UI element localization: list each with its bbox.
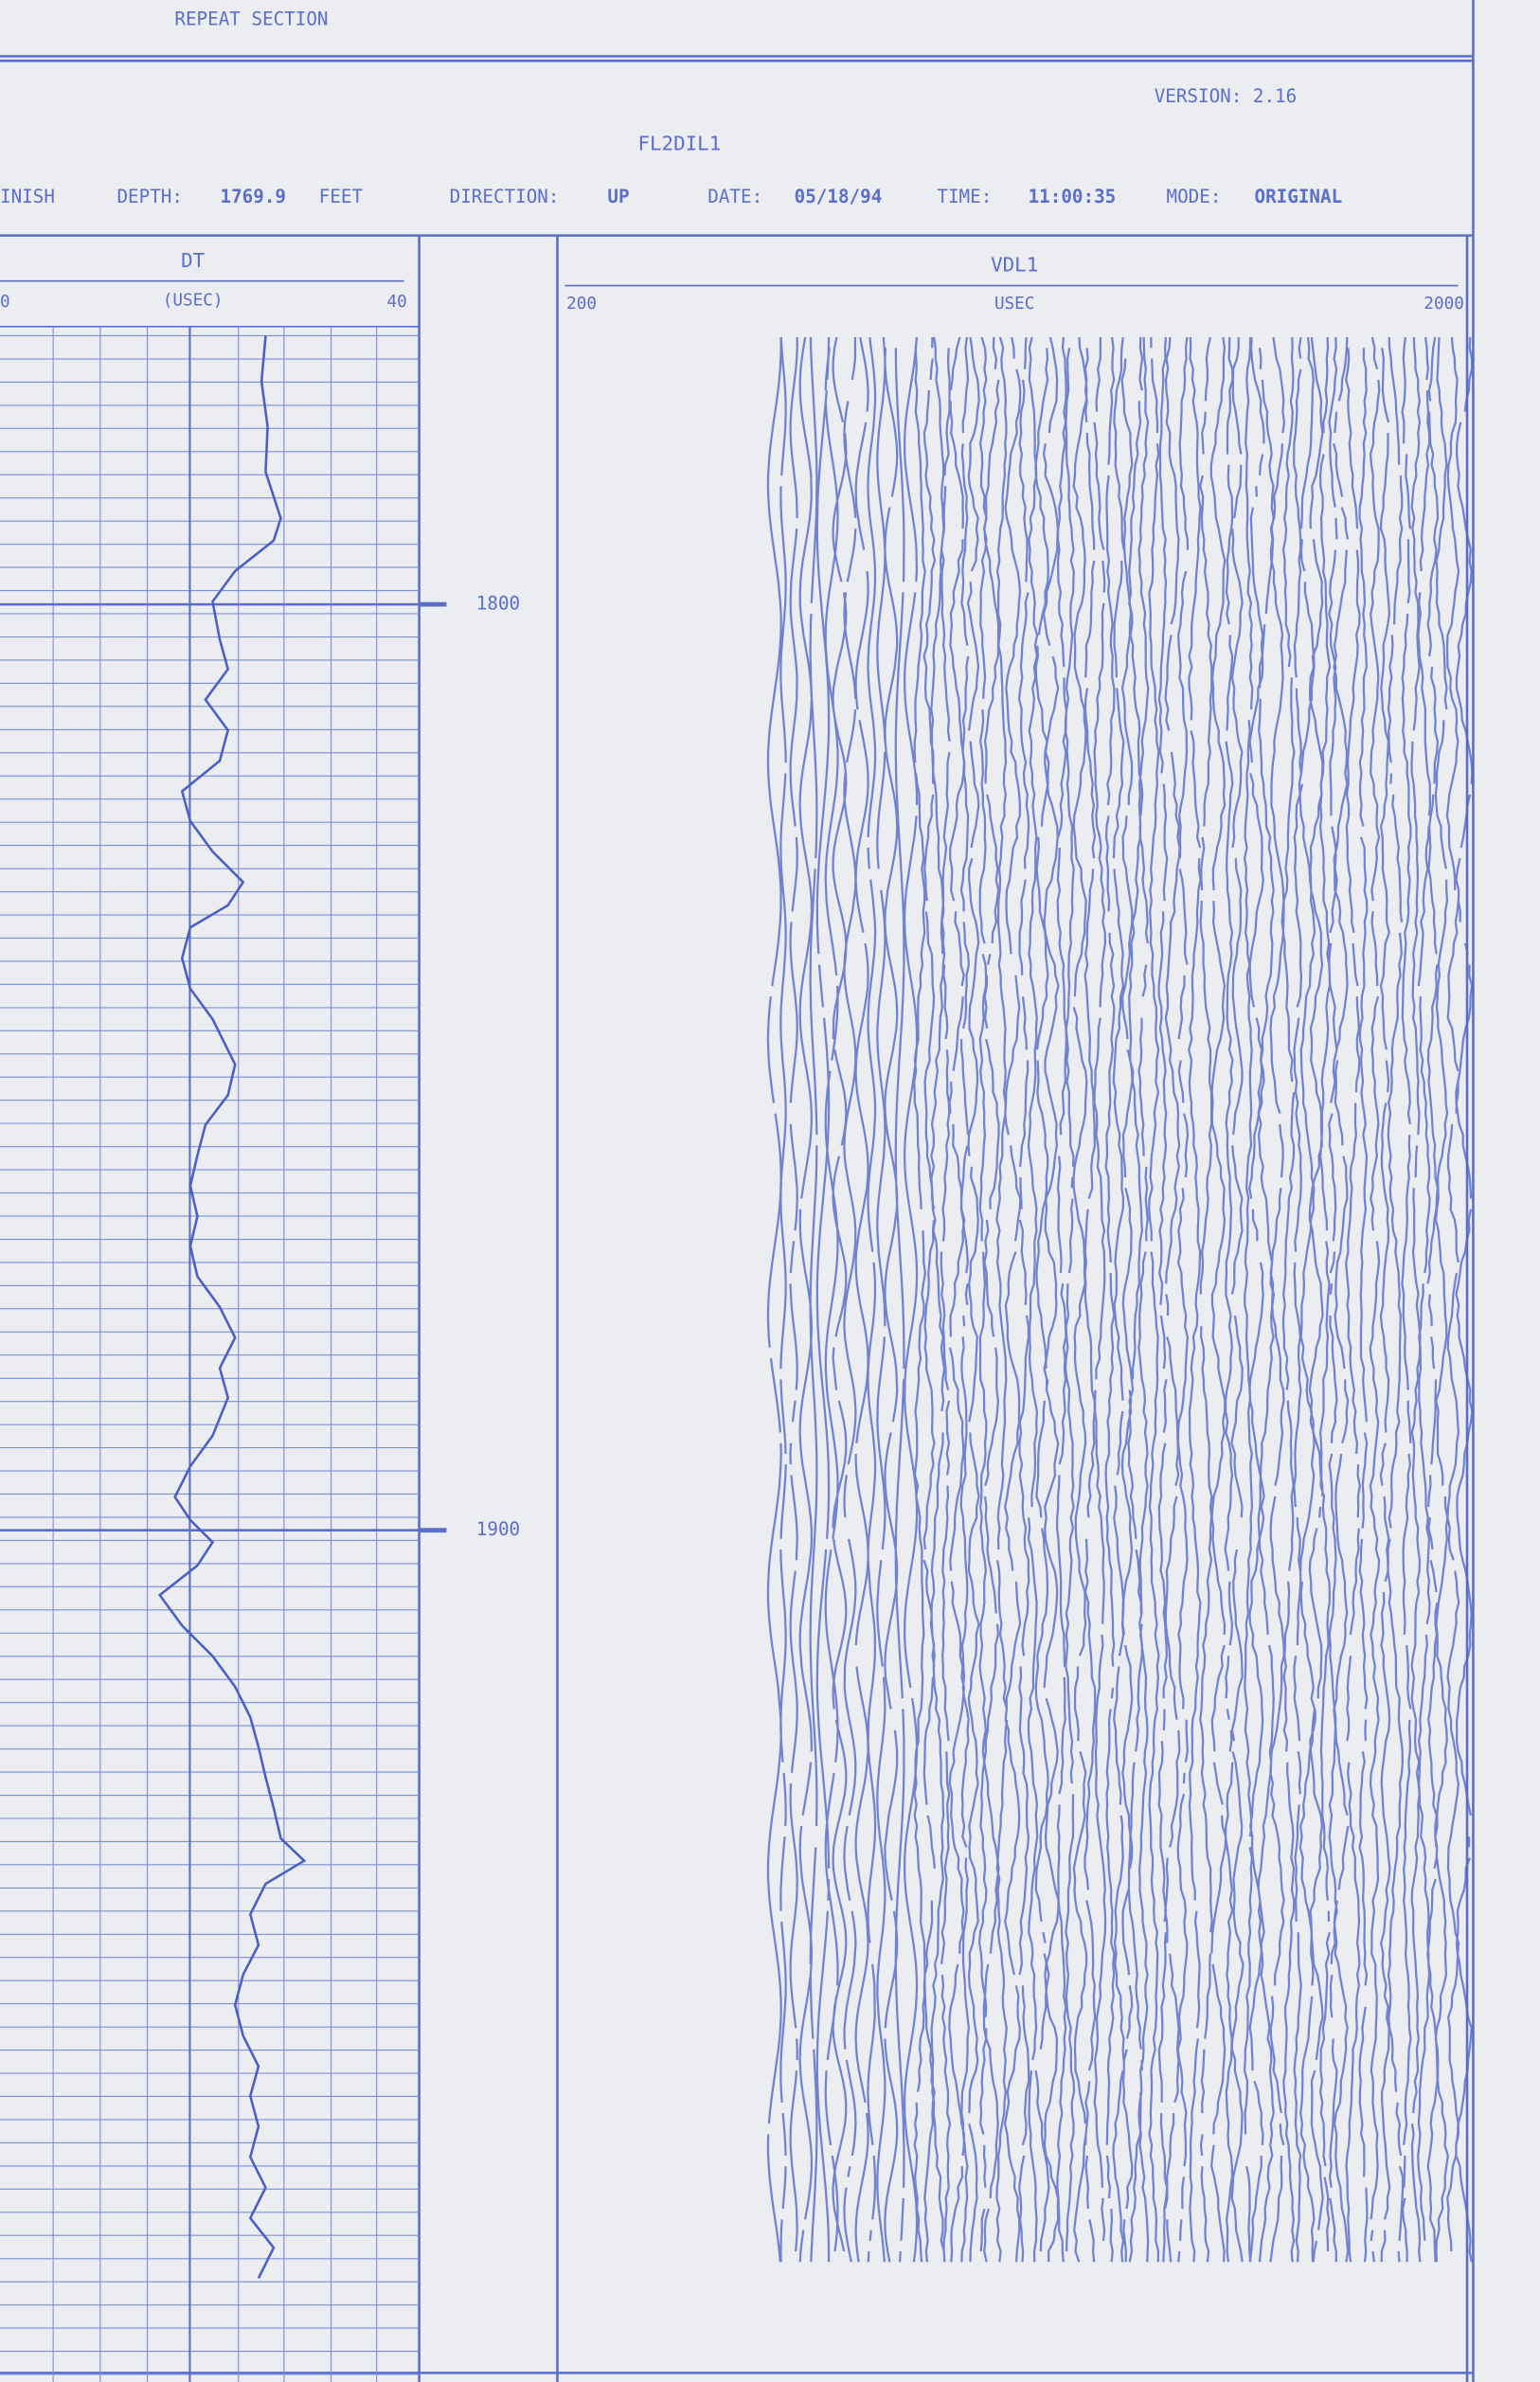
direction-value: UP: [607, 186, 629, 207]
time-label: TIME:: [937, 186, 992, 207]
dt-curve: [157, 335, 307, 2280]
mode-value: ORIGINAL: [1255, 186, 1343, 207]
finish-label: INISH: [0, 186, 55, 207]
depth-value: 1769.9: [221, 186, 286, 207]
time-value: 11:00:35: [1029, 186, 1117, 207]
track-title: DT: [181, 249, 206, 272]
x-tick-label: 40: [387, 293, 407, 312]
direction-label: DIRECTION:: [450, 186, 560, 207]
depth-label: DEPTH:: [116, 186, 182, 207]
date-label: DATE:: [707, 186, 762, 207]
section-title: REPEAT SECTION: [174, 8, 328, 29]
track-unit: (USEC): [163, 292, 224, 311]
vdl-scale-left: 200: [566, 295, 597, 313]
vdl-unit: USEC: [994, 295, 1034, 313]
vdl-scale-right: 2000: [1424, 295, 1463, 313]
version: VERSION: 2.16: [1155, 85, 1298, 107]
vdl-title: VDL1: [991, 254, 1038, 277]
depth-label: 1900: [476, 1518, 520, 1540]
mode-label: MODE:: [1167, 186, 1222, 207]
depth-unit: FEET: [319, 186, 364, 207]
x-tick-label: 0: [0, 293, 10, 312]
program: FL2DIL1: [637, 132, 721, 154]
date-value: 05/18/94: [795, 186, 883, 207]
depth-label: 1800: [476, 593, 520, 615]
paper-grid: [0, 326, 420, 2382]
vdl-waveform: [766, 336, 1474, 2263]
